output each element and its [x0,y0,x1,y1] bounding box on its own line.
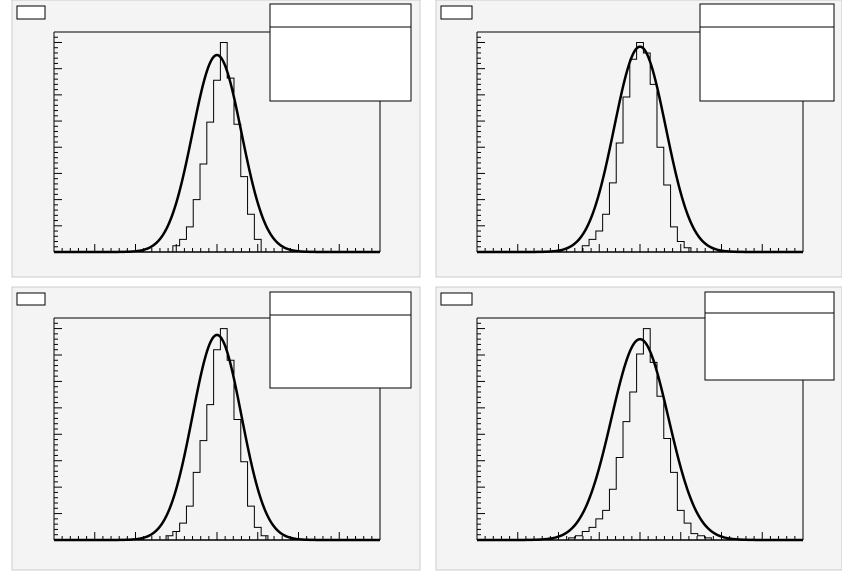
pad-4 [435,286,842,571]
title-box [16,5,46,20]
pad-3 [11,286,421,571]
stats-box [269,291,412,389]
title-box [16,292,46,306]
fit-curve [54,53,380,254]
pad-2 [435,0,842,278]
stats-box [699,3,835,102]
stats-box [269,3,412,102]
histogram [165,328,269,540]
histogram [568,328,712,540]
fit-curve [54,333,380,542]
histogram [581,41,692,252]
fit-curve [477,337,803,542]
histogram [172,41,262,252]
title-box [440,292,473,306]
stats-box [704,291,835,381]
title-box [440,5,473,20]
fit-curve [477,45,803,254]
pad-1 [11,0,421,278]
